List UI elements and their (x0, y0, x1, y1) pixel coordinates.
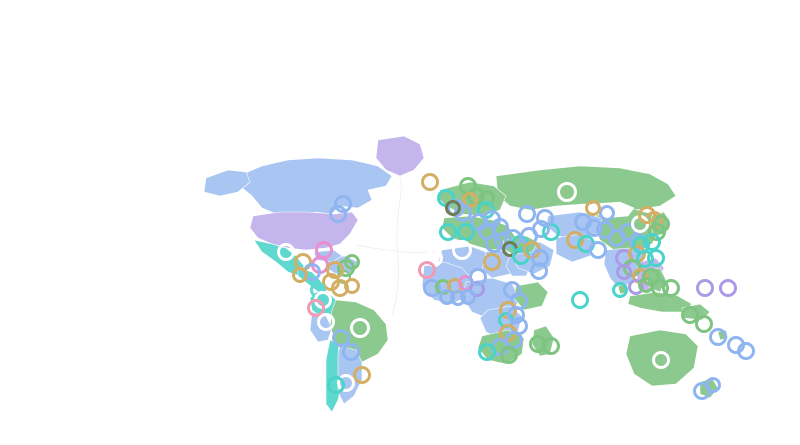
country-greenland[interactable] (376, 136, 424, 176)
marker-iceland[interactable] (421, 173, 439, 191)
marker-india-3[interactable] (616, 264, 632, 280)
country-usa[interactable] (250, 212, 358, 250)
marker-spain[interactable] (457, 223, 475, 241)
marker-hispaniola-2[interactable] (344, 254, 360, 270)
marker-solomon[interactable] (695, 315, 713, 333)
marker-mexico-city[interactable] (277, 243, 295, 261)
marker-micronesia-1[interactable] (696, 279, 714, 297)
marker-peru[interactable] (317, 313, 335, 331)
marker-madagascar-2[interactable] (542, 337, 560, 355)
marker-moscow[interactable] (518, 205, 536, 223)
marker-namibia[interactable] (478, 343, 496, 361)
marker-maldives[interactable] (571, 291, 589, 309)
marker-australia[interactable] (652, 351, 670, 369)
marker-bolivia[interactable] (332, 329, 350, 347)
marker-caribbean-5[interactable] (344, 278, 360, 294)
marker-urals[interactable] (536, 209, 554, 227)
marker-siberia-2[interactable] (585, 200, 601, 216)
marker-myanmar[interactable] (647, 249, 665, 267)
marker-algeria[interactable] (452, 240, 472, 260)
marker-fiji-2[interactable] (737, 342, 755, 360)
marker-png[interactable] (681, 306, 699, 324)
marker-yemen[interactable] (530, 262, 548, 280)
marker-siberia[interactable] (557, 182, 577, 202)
marker-vanuatu[interactable] (709, 328, 727, 346)
marker-libya[interactable] (469, 268, 487, 286)
marker-micronesia-2[interactable] (719, 279, 737, 297)
marker-ecuador[interactable] (307, 299, 325, 317)
marker-south-africa[interactable] (500, 346, 518, 364)
marker-paraguay[interactable] (342, 343, 360, 361)
marker-pakistan[interactable] (589, 241, 607, 259)
marker-guatemala[interactable] (292, 267, 308, 283)
marker-uruguay[interactable] (353, 366, 371, 384)
marker-france-selected[interactable] (445, 200, 461, 216)
marker-chile[interactable] (327, 376, 345, 394)
country-alaska[interactable] (204, 170, 250, 196)
marker-balkans[interactable] (485, 235, 503, 253)
marker-palau[interactable] (662, 279, 680, 297)
marker-mongolia[interactable] (599, 205, 615, 221)
marker-west-sahara[interactable] (418, 261, 436, 279)
marker-nz-2[interactable] (705, 377, 721, 393)
country-canada[interactable] (240, 158, 392, 216)
marker-ne-china[interactable] (638, 206, 656, 224)
marker-brazil[interactable] (350, 318, 370, 338)
marker-hongkong[interactable] (632, 236, 650, 254)
marker-sri-lanka[interactable] (612, 282, 628, 298)
marker-portugal[interactable] (439, 223, 457, 241)
marker-egypt[interactable] (483, 253, 501, 271)
marker-nigeria[interactable] (460, 289, 476, 305)
marker-northeast-us-2[interactable] (329, 205, 347, 223)
